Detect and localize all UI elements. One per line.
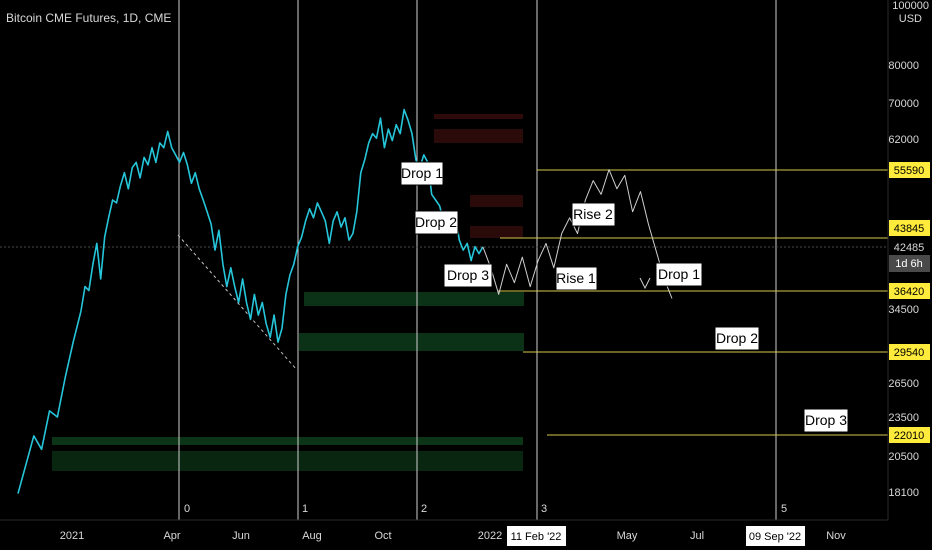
resistance-zone-3 xyxy=(470,195,523,207)
countdown-text: 1d 6h xyxy=(895,258,923,270)
series-main-line xyxy=(17,108,484,494)
annotation-box xyxy=(400,161,444,186)
time-label-oct: Oct xyxy=(374,530,391,542)
price-badge-bg xyxy=(889,283,930,299)
support-zone-4 xyxy=(52,451,523,471)
annotation-label: Drop 1 xyxy=(658,266,700,282)
price-tick-62000: 62000 xyxy=(888,134,919,146)
price-badge-text: 29540 xyxy=(894,347,925,359)
date-badge-bg xyxy=(507,526,566,546)
annotation-box xyxy=(555,266,598,291)
price-badge-text: 36420 xyxy=(894,286,925,298)
price-tick-20500: 20500 xyxy=(888,451,919,463)
price-badge-36420: 36420 xyxy=(889,283,930,299)
price-badge-text: 22010 xyxy=(894,430,925,442)
annotation-drop-3-left[interactable]: Drop 3 xyxy=(443,263,493,288)
annotation-box xyxy=(414,210,459,235)
support-zone-3 xyxy=(52,437,523,445)
time-label-2022: 2022 xyxy=(478,530,502,542)
annotation-box xyxy=(803,408,849,433)
time-label-2021: 2021 xyxy=(60,530,84,542)
annotation-label: Drop 2 xyxy=(716,330,758,346)
price-tick-26500: 26500 xyxy=(888,378,919,390)
date-badge-feb: 11 Feb '22 xyxy=(507,526,566,546)
time-label-may: May xyxy=(617,530,638,542)
price-badge-bg xyxy=(889,344,930,360)
price-badge-22010: 22010 xyxy=(889,427,930,443)
annotation-drop-2-right[interactable]: Drop 2 xyxy=(714,326,760,351)
level-lines-group xyxy=(498,169,888,436)
annotation-label: Drop 3 xyxy=(447,267,489,283)
annotation-label: Drop 1 xyxy=(401,165,443,181)
time-label-aug: Aug xyxy=(302,530,322,542)
cycle-label-5: 5 xyxy=(781,503,787,515)
price-tick-100000: 100000 xyxy=(892,0,929,12)
date-badge-bg xyxy=(746,526,805,546)
annotation-label: Rise 1 xyxy=(556,270,596,286)
current-price-badge: 42485 1d 6h xyxy=(889,242,930,272)
support-zone-2 xyxy=(299,333,524,351)
currency-label: USD xyxy=(899,13,922,25)
cycle-label-1: 1 xyxy=(302,503,308,515)
resistance-zone-2 xyxy=(434,129,523,143)
annotation-box xyxy=(443,263,493,288)
annotation-label: Drop 2 xyxy=(415,214,457,230)
annotation-drop-1-right[interactable]: Drop 1 xyxy=(655,262,703,287)
annotation-box xyxy=(655,262,703,287)
price-tick-18100: 18100 xyxy=(888,487,919,499)
resistance-zone-1 xyxy=(434,114,523,119)
price-badge-29540: 29540 xyxy=(889,344,930,360)
annotation-box xyxy=(714,326,760,351)
annotation-label: Drop 3 xyxy=(805,412,847,428)
date-badge-sep: 09 Sep '22 xyxy=(746,526,805,546)
resistance-zone-4 xyxy=(470,226,523,238)
cycle-label-0: 0 xyxy=(184,503,190,515)
price-badge-43845: 43845 xyxy=(889,220,930,236)
annotations-group: Drop 1 Drop 2 Drop 3 Rise 1 Rise 2 Drop … xyxy=(400,161,849,433)
price-badge-bg xyxy=(889,427,930,443)
price-badge-text: 43845 xyxy=(894,223,925,235)
annotation-drop-2-left[interactable]: Drop 2 xyxy=(414,210,459,235)
time-label-jul: Jul xyxy=(690,530,704,542)
price-badge-55590: 55590 xyxy=(889,162,930,178)
date-badge-text: 09 Sep '22 xyxy=(749,531,801,543)
price-tick-34500: 34500 xyxy=(888,304,919,316)
projection-arrow-icon xyxy=(639,277,651,290)
date-badge-text: 11 Feb '22 xyxy=(511,531,562,543)
zones-group xyxy=(52,114,524,471)
price-tick-70000: 70000 xyxy=(888,98,919,110)
annotation-rise-2[interactable]: Rise 2 xyxy=(571,202,616,227)
cycle-label-2: 2 xyxy=(421,503,427,515)
price-axis[interactable]: 100000 USD 80000 70000 62000 34500 26500… xyxy=(887,0,930,520)
cycle-lines-group xyxy=(178,0,777,520)
time-label-nov: Nov xyxy=(826,530,846,542)
chart-title: Bitcoin CME Futures, 1D, CME xyxy=(6,11,171,25)
price-badge-text: 55590 xyxy=(894,165,925,177)
annotation-drop-1-left[interactable]: Drop 1 xyxy=(400,161,444,186)
annotation-label: Rise 2 xyxy=(573,206,613,222)
time-label-apr: Apr xyxy=(163,530,180,542)
support-zone-1 xyxy=(304,292,524,306)
cycle-labels-group: 0 1 2 3 5 xyxy=(184,503,787,515)
annotation-rise-1[interactable]: Rise 1 xyxy=(555,266,598,291)
current-price-value: 42485 xyxy=(894,242,925,254)
price-tick-80000: 80000 xyxy=(888,60,919,72)
price-badge-bg xyxy=(889,162,930,178)
price-badge-bg xyxy=(889,220,930,236)
price-tick-23500: 23500 xyxy=(888,412,919,424)
annotation-box xyxy=(571,202,616,227)
time-axis[interactable]: 2021 Apr Jun Aug Oct 2022 May Jul Nov 11… xyxy=(0,519,888,546)
annotation-drop-3-right[interactable]: Drop 3 xyxy=(803,408,849,433)
cycle-label-3: 3 xyxy=(541,503,547,515)
time-label-jun: Jun xyxy=(232,530,250,542)
countdown-bg xyxy=(889,255,930,272)
